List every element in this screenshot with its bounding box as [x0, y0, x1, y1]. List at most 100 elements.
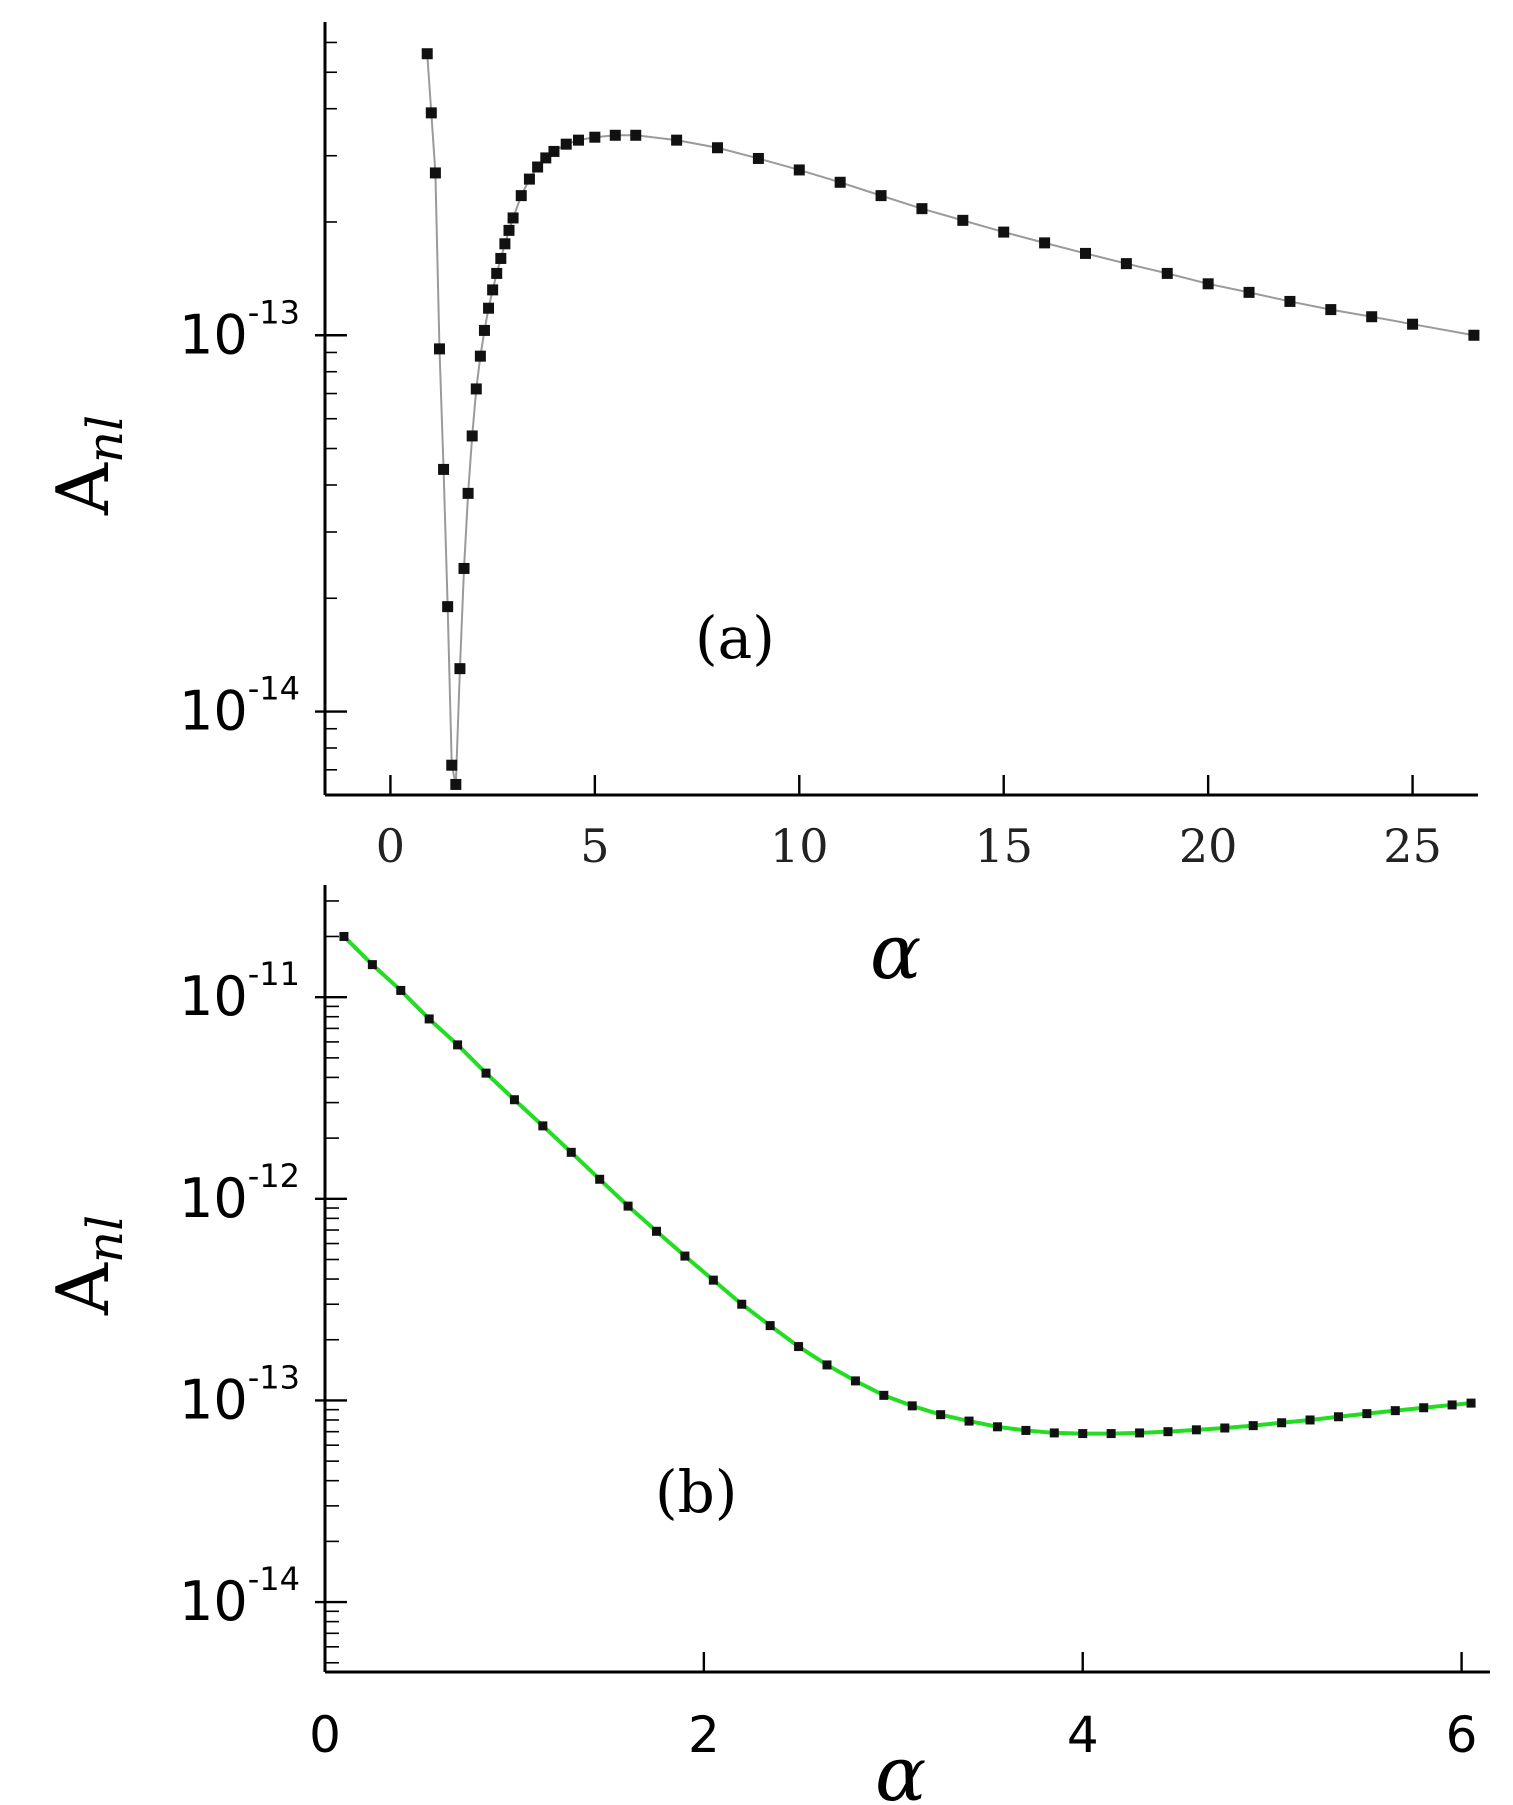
series-line: [342, 935, 1472, 1436]
data-point: [1248, 1421, 1258, 1431]
data-point: [879, 1390, 889, 1400]
data-point: [446, 759, 458, 771]
data-point: [454, 663, 466, 675]
data-point: [1419, 1403, 1429, 1413]
data-point: [499, 238, 511, 250]
data-point: [1366, 311, 1378, 323]
x-tick-label: 20: [1179, 819, 1238, 873]
data-point: [850, 1376, 860, 1386]
data-point: [1163, 1427, 1173, 1437]
data-point: [466, 430, 478, 442]
data-point: [595, 1174, 605, 1184]
data-point: [1049, 1428, 1059, 1438]
data-point: [548, 145, 560, 157]
data-point: [875, 190, 887, 202]
y-tick-label-exponent: -11: [248, 955, 300, 993]
panel-a-y-axis-title-main: A: [41, 462, 125, 516]
data-point: [424, 1014, 434, 1024]
data-point: [515, 190, 527, 202]
data-point: [433, 343, 445, 355]
data-point: [936, 1410, 946, 1420]
data-point: [916, 203, 928, 215]
data-point: [566, 1147, 576, 1157]
y-tick-label-exponent: -14: [248, 1560, 300, 1598]
x-tick-label: 0: [309, 1706, 341, 1764]
data-point: [1079, 247, 1091, 259]
data-point: [907, 1401, 917, 1411]
data-point: [438, 463, 450, 475]
y-tick-label: 10-12: [179, 1157, 300, 1230]
data-point: [462, 487, 474, 499]
panel-a-data: [421, 48, 1480, 790]
y-tick-label: 10-13: [179, 1358, 300, 1431]
data-point: [540, 152, 552, 164]
data-point: [998, 226, 1010, 238]
data-point: [425, 107, 437, 119]
data-point: [453, 1040, 463, 1050]
panel-b-y-axis-title-sub: nl: [76, 1215, 134, 1263]
data-point: [1106, 1429, 1116, 1439]
data-point: [572, 134, 584, 146]
panel-b-y-axis-title-main: A: [41, 1262, 125, 1316]
y-tick-label: 10-14: [179, 1560, 300, 1633]
data-point: [1305, 1415, 1315, 1425]
data-point: [1333, 1412, 1343, 1422]
data-point: [1120, 258, 1132, 270]
data-point: [339, 931, 349, 941]
y-tick-label-base: 10: [179, 680, 248, 743]
data-point: [794, 1342, 804, 1352]
y-tick-label: 10-14: [179, 670, 300, 743]
data-point: [589, 131, 601, 143]
data-point: [957, 214, 969, 226]
data-point: [1466, 1398, 1476, 1408]
data-point: [487, 284, 499, 296]
data-point: [474, 350, 486, 362]
data-point: [396, 985, 406, 995]
y-tick-label-base: 10: [179, 303, 248, 366]
data-point: [708, 1275, 718, 1285]
data-point: [495, 252, 507, 264]
data-point: [1277, 1418, 1287, 1428]
data-point: [765, 1321, 775, 1331]
series-line: [426, 53, 1475, 785]
y-tick-label-exponent: -13: [248, 293, 300, 331]
x-tick-label: 0: [376, 819, 405, 873]
panel-a-y-axis-title: Anl: [41, 415, 134, 516]
data-point: [609, 129, 621, 141]
panel-b-ticks: [315, 900, 1463, 1672]
panel-a-x-axis-title: α: [870, 907, 921, 996]
data-point: [1202, 278, 1214, 290]
data-point: [421, 48, 433, 60]
y-tick-label-base: 10: [179, 965, 248, 1028]
data-point: [1078, 1429, 1088, 1439]
data-point: [560, 138, 572, 150]
panel-a-label: (a): [695, 604, 775, 672]
y-tick-label-exponent: -14: [248, 670, 300, 708]
data-point: [822, 1360, 832, 1370]
data-point: [367, 960, 377, 970]
x-tick-label: 25: [1383, 819, 1442, 873]
data-point: [1325, 304, 1337, 316]
data-point: [1191, 1425, 1201, 1435]
data-point: [652, 1226, 662, 1236]
y-tick-label: 10-11: [179, 955, 300, 1028]
panel-b-x-axis-title: α: [875, 1729, 926, 1805]
data-point: [1135, 1428, 1145, 1438]
data-point: [429, 167, 441, 179]
data-point: [509, 1095, 519, 1105]
y-tick-label-exponent: -13: [248, 1358, 300, 1396]
data-point: [712, 142, 724, 154]
data-point: [523, 173, 535, 185]
data-point: [1468, 329, 1480, 341]
data-point: [630, 129, 642, 141]
data-point: [834, 176, 846, 188]
data-point: [737, 1299, 747, 1309]
data-point: [1362, 1409, 1372, 1419]
y-tick-label: 10-13: [179, 293, 300, 366]
data-point: [1161, 267, 1173, 279]
data-point: [491, 267, 503, 279]
